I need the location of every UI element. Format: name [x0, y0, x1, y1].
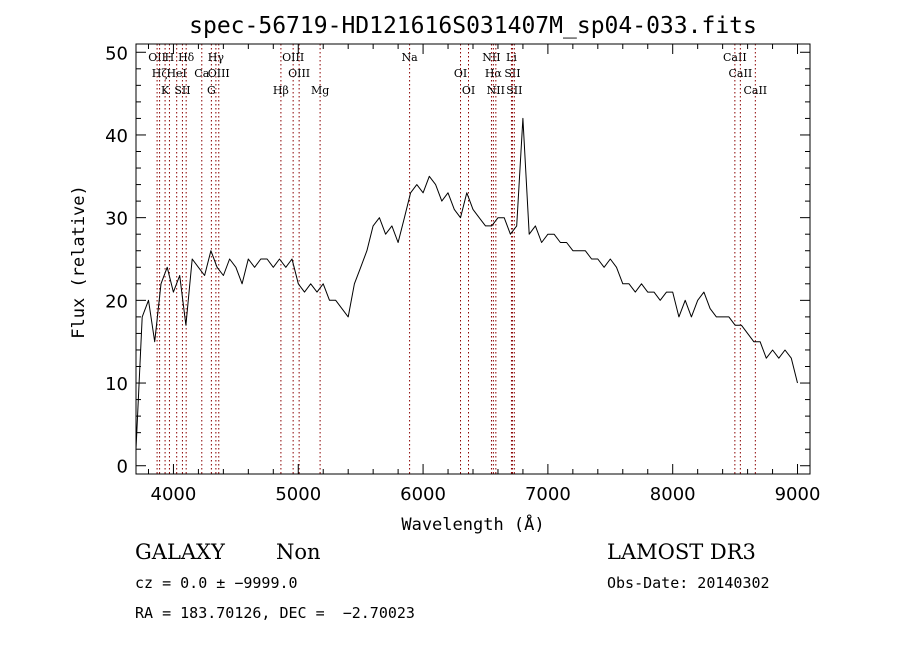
y-tick-label: 10 — [105, 374, 128, 395]
spectrum-line — [135, 117, 798, 450]
x-tick-label: 5000 — [275, 484, 321, 505]
survey-label: LAMOST DR3 — [607, 540, 756, 564]
x-tick-label: 6000 — [400, 484, 446, 505]
line-marker-label: NII — [487, 84, 505, 97]
line-marker-label: OIII — [288, 67, 310, 80]
y-tick-label: 30 — [105, 209, 128, 230]
line-marker-label: OI — [454, 67, 467, 80]
line-marker-label: Ca — [194, 67, 209, 80]
line-marker-label: Hδ — [178, 51, 195, 64]
line-marker-label: OII — [148, 51, 166, 64]
y-tick-label: 40 — [105, 126, 128, 147]
line-marker-label: Hζ — [152, 67, 168, 80]
line-marker-label: Li — [506, 51, 517, 64]
x-tick-label: 4000 — [151, 484, 197, 505]
line-marker-label: Na — [402, 51, 419, 64]
line-marker-layer: OIIHζKHHeISIIHδCaGHγOIIIHβOIIIOIIIMgNaOI… — [148, 44, 767, 474]
axis-layer: 4000 5000 6000 7000 8000 9000 0 10 20 30 40 50 — [105, 43, 820, 505]
object-class: GALAXY — [135, 540, 225, 564]
y-axis-label: Flux (relative) — [69, 185, 89, 339]
line-marker-label: CaII — [743, 84, 767, 97]
chart-title: spec-56719-HD121616S031407M_sp04-033.fit… — [189, 13, 757, 39]
x-tick-label: 7000 — [525, 484, 571, 505]
line-marker-label: CaII — [729, 67, 753, 80]
y-tick-label: 50 — [105, 43, 128, 64]
line-marker-label: NII — [482, 51, 500, 64]
line-marker-label: OI — [462, 84, 475, 97]
line-marker-label: SII — [174, 84, 190, 97]
line-marker-label: SII — [506, 84, 522, 97]
line-marker-label: Mg — [311, 84, 329, 97]
line-marker-label: G — [207, 84, 216, 97]
object-subclass: Non — [276, 540, 321, 564]
line-marker-label: Hβ — [273, 84, 289, 97]
line-marker-label: SII — [504, 67, 520, 80]
line-marker-label: Hα — [485, 67, 503, 80]
line-marker-label: CaII — [723, 51, 747, 64]
x-axis-label: Wavelength (Å) — [401, 513, 544, 535]
line-marker-label: OIII — [282, 51, 304, 64]
x-tick-label: 8000 — [650, 484, 696, 505]
y-tick-label: 0 — [117, 457, 128, 478]
line-marker-label: K — [161, 84, 170, 97]
line-marker-label: HeI — [166, 67, 186, 80]
line-marker-label: H — [165, 51, 175, 64]
obs-date-text: Obs-Date: 20140302 — [607, 574, 770, 592]
y-tick-label: 20 — [105, 291, 128, 312]
x-tick-label: 9000 — [775, 484, 821, 505]
redshift-text: cz = 0.0 ± −9999.0 — [135, 574, 298, 592]
line-marker-label: OIII — [208, 67, 230, 80]
spectrum-data-layer — [135, 117, 798, 450]
coordinates-text: RA = 183.70126, DEC = −2.70023 — [135, 604, 415, 622]
line-marker-label: Hγ — [208, 51, 225, 64]
plot-frame — [135, 43, 811, 475]
